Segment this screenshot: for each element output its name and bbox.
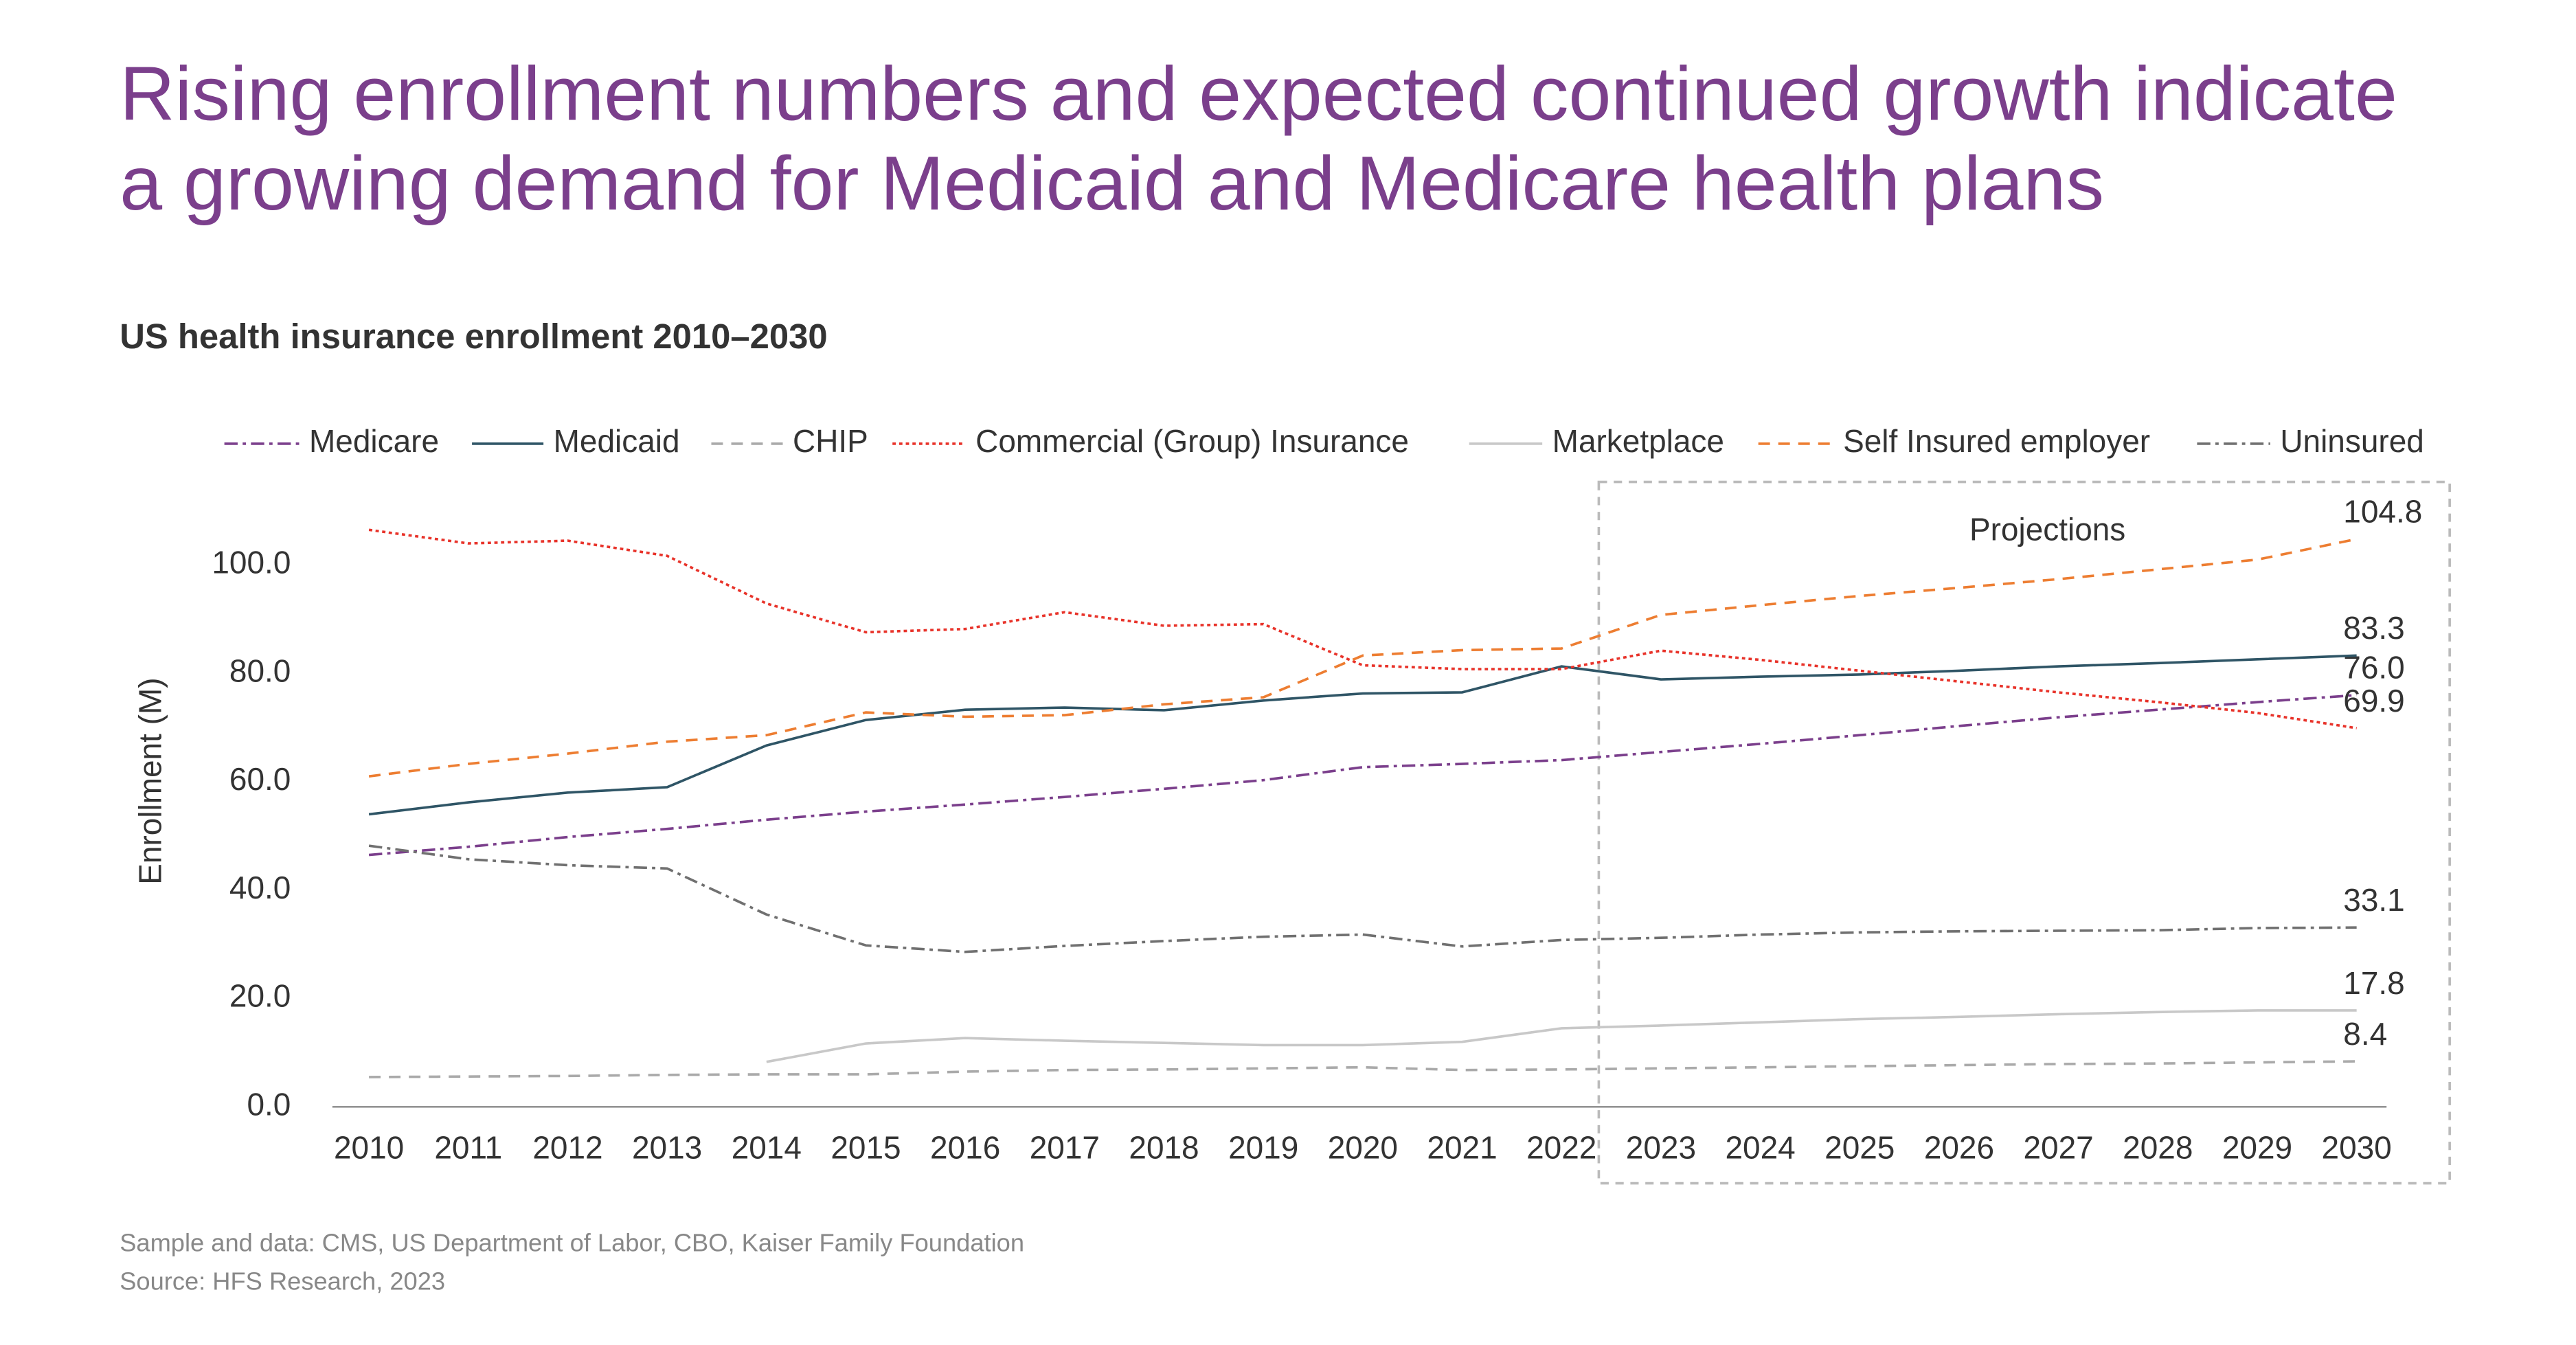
x-tick-label: 2010 xyxy=(334,1129,404,1165)
x-tick-label: 2019 xyxy=(1228,1129,1298,1165)
series-line xyxy=(766,1009,2357,1063)
x-tick-label: 2015 xyxy=(831,1129,901,1165)
data-label: 17.8 xyxy=(2343,965,2404,1001)
data-label: 83.3 xyxy=(2343,610,2404,646)
data-label: 104.8 xyxy=(2343,494,2422,530)
projection-box xyxy=(1597,480,2451,1185)
y-tick-label: 60.0 xyxy=(229,761,291,797)
x-tick-label: 2030 xyxy=(2322,1129,2392,1165)
x-tick-label: 2024 xyxy=(1725,1129,1795,1165)
y-axis-label: Enrollment (M) xyxy=(133,677,168,884)
x-tick-label: 2029 xyxy=(2222,1129,2292,1165)
series-line xyxy=(368,528,2357,730)
y-tick-label: 100.0 xyxy=(212,545,291,580)
x-tick-label: 2018 xyxy=(1129,1129,1199,1165)
y-tick-label: 0.0 xyxy=(247,1086,291,1122)
x-tick-label: 2026 xyxy=(1924,1129,1994,1165)
note: Source: HFS Research, 2023 xyxy=(120,1267,445,1295)
x-tick-label: 2011 xyxy=(434,1129,502,1165)
data-label: 69.9 xyxy=(2343,683,2404,719)
x-tick-label: 2012 xyxy=(532,1129,602,1165)
chart-subtitle: US health insurance enrollment 2010–2030 xyxy=(120,317,828,356)
series-line xyxy=(368,537,2358,778)
legend-label: Medicaid xyxy=(554,423,680,459)
x-tick-label: 2020 xyxy=(1328,1129,1398,1165)
note: Sample and data: CMS, US Department of L… xyxy=(120,1229,1024,1257)
legend-label: Commercial (Group) Insurance xyxy=(975,423,1409,459)
x-tick-label: 2028 xyxy=(2123,1129,2193,1165)
y-tick-label: 40.0 xyxy=(229,870,291,905)
x-tick-label: 2014 xyxy=(732,1129,802,1165)
x-tick-label: 2022 xyxy=(1526,1129,1596,1165)
series-line xyxy=(369,1060,2357,1078)
annotation: Projections xyxy=(1969,511,2125,547)
series-line xyxy=(368,844,2357,953)
legend-label: Marketplace xyxy=(1552,423,1724,459)
data-label: 8.4 xyxy=(2343,1016,2387,1052)
x-tick-label: 2016 xyxy=(930,1129,1000,1165)
legend-label: Medicare xyxy=(309,423,439,459)
y-tick-label: 20.0 xyxy=(229,978,291,1014)
data-label: 33.1 xyxy=(2343,882,2404,918)
chart-title: a growing demand for Medicaid and Medica… xyxy=(120,140,2104,226)
x-tick-label: 2013 xyxy=(632,1129,702,1165)
x-tick-label: 2027 xyxy=(2023,1129,2093,1165)
x-tick-label: 2023 xyxy=(1626,1129,1696,1165)
series-line xyxy=(368,694,2357,857)
y-tick-label: 80.0 xyxy=(229,653,291,688)
legend-label: Uninsured xyxy=(2280,423,2424,459)
legend-label: CHIP xyxy=(793,423,868,459)
legend-label: Self Insured employer xyxy=(1843,423,2150,459)
x-tick-label: 2021 xyxy=(1427,1129,1497,1165)
series-line xyxy=(368,654,2357,816)
x-tick-label: 2025 xyxy=(1824,1129,1895,1165)
x-tick-label: 2017 xyxy=(1030,1129,1100,1165)
chart-title: Rising enrollment numbers and expected c… xyxy=(120,51,2397,137)
